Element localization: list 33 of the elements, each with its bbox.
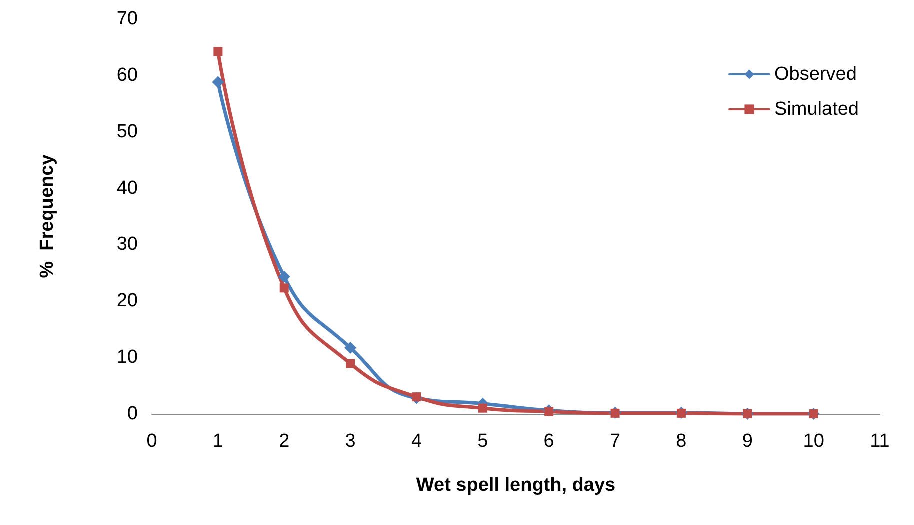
y-axis-title: % Frequency <box>37 154 58 278</box>
y-tick-label: 20 <box>116 290 138 312</box>
point <box>214 47 223 56</box>
x-tick-label: 7 <box>610 431 621 452</box>
legend-label: Simulated <box>774 99 860 120</box>
point <box>412 392 422 402</box>
y-tick-label: 60 <box>116 64 138 86</box>
x-tick-label: 4 <box>411 431 422 452</box>
x-tick-label: 6 <box>544 431 554 452</box>
point <box>212 76 224 88</box>
y-tick-label: 50 <box>116 121 138 142</box>
x-tick-label: 11 <box>870 431 890 452</box>
point <box>280 284 289 293</box>
point <box>344 342 357 354</box>
point <box>478 404 488 413</box>
legend-label: Observed <box>774 64 857 85</box>
y-tick-label: 30 <box>116 234 138 256</box>
x-axis-title: Wet spell length, days <box>416 475 616 496</box>
point <box>278 270 290 283</box>
x-tick-label: 10 <box>803 431 824 452</box>
x-tick-label: 5 <box>478 431 488 452</box>
x-tick-label: 8 <box>676 431 687 452</box>
y-tick-label: 0 <box>127 404 138 424</box>
y-tick-label: 70 <box>116 8 138 30</box>
y-tick-label: 10 <box>116 347 138 368</box>
x-tick-label: 3 <box>345 431 356 452</box>
point <box>544 407 554 416</box>
x-tick-label: 0 <box>146 431 158 452</box>
x-tick-label: 9 <box>742 431 753 452</box>
x-tick-label: 1 <box>212 431 224 452</box>
point <box>346 359 356 368</box>
x-tick-label: 2 <box>279 431 290 452</box>
y-tick-label: 40 <box>116 178 138 199</box>
